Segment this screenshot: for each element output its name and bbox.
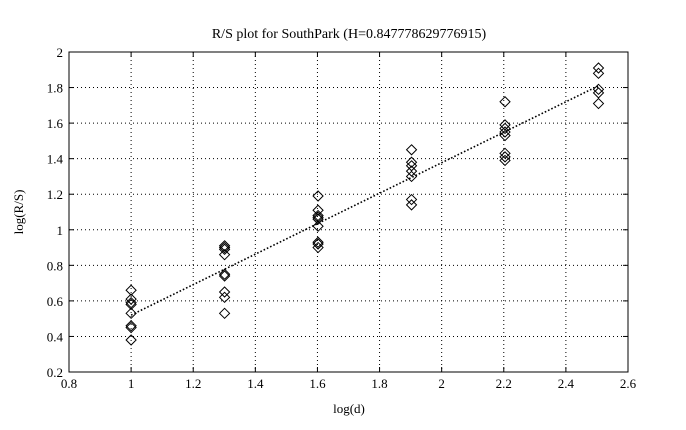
- y-tick-label: 0.4: [47, 329, 64, 344]
- data-point-diamond: [218, 270, 231, 282]
- y-tick-label: 1.6: [47, 116, 64, 131]
- data-point-diamond: [499, 147, 511, 160]
- data-point-diamond: [405, 170, 418, 183]
- data-point-diamond: [499, 151, 511, 163]
- data-point-diamond: [218, 248, 231, 261]
- y-tick-label: 0.6: [47, 294, 64, 309]
- data-point-diamond: [592, 97, 605, 110]
- data-point-diamond: [218, 243, 231, 256]
- x-tick-label: 1.2: [185, 376, 201, 391]
- x-tick-label: 1.8: [371, 376, 387, 391]
- data-point-diamond: [312, 204, 324, 216]
- data-point-diamond: [499, 129, 511, 142]
- data-point-diamond: [218, 241, 231, 254]
- x-tick-label: 0.8: [61, 376, 77, 391]
- data-point-diamond: [125, 298, 137, 311]
- x-tick-label: 2.6: [620, 376, 637, 391]
- data-point-diamond: [312, 236, 324, 248]
- data-point-diamond: [592, 83, 605, 96]
- data-point-diamond: [312, 220, 324, 232]
- x-tick-label: 1.4: [247, 376, 264, 391]
- data-point-diamond: [218, 286, 231, 298]
- y-tick-label: 1: [57, 223, 64, 238]
- data-point-diamond: [592, 67, 605, 80]
- x-tick-label: 2.4: [558, 376, 575, 391]
- x-tick-label: 2: [438, 376, 445, 391]
- data-points: [125, 62, 605, 346]
- data-point-diamond: [405, 156, 418, 168]
- data-point-diamond: [405, 144, 418, 156]
- data-point-diamond: [125, 293, 137, 305]
- data-point-diamond: [312, 241, 324, 254]
- fit-line: [130, 85, 599, 316]
- data-point-diamond: [312, 238, 324, 250]
- x-tick-label: 1.6: [309, 376, 326, 391]
- y-tick-label: 0.8: [47, 258, 63, 273]
- data-point-diamond: [125, 284, 137, 296]
- axis-ticks: 0.8 1 1.2 1.4 1.6 1.8 2 2.2 2.4 2.6 0.2 0.4 0.6 0.8 1 1…: [47, 45, 637, 391]
- y-tick-label: 1.4: [47, 152, 64, 167]
- data-point-diamond: [312, 211, 324, 224]
- data-point-diamond: [499, 126, 511, 138]
- data-point-diamond: [312, 190, 324, 202]
- x-tick-label: 1: [128, 376, 135, 391]
- plot-frame: [68, 51, 629, 373]
- data-point-diamond: [405, 199, 418, 211]
- fit-line-layer: [130, 85, 599, 316]
- y-tick-label: 1.8: [47, 81, 63, 96]
- data-point-diamond: [312, 213, 324, 225]
- y-tick-label: 0.2: [47, 365, 63, 380]
- data-point-diamond: [499, 96, 511, 108]
- data-point-diamond: [125, 334, 137, 346]
- x-axis-label: log(d): [333, 401, 365, 416]
- data-point-diamond: [499, 122, 511, 135]
- data-point-diamond: [218, 291, 231, 304]
- x-tick-label: 2.2: [496, 376, 512, 391]
- data-point-diamond: [499, 154, 511, 167]
- y-tick-label: 2: [57, 45, 64, 60]
- data-point-diamond: [592, 62, 605, 74]
- data-point-diamond: [218, 240, 231, 252]
- data-point-diamond: [218, 268, 231, 280]
- chart-title: R/S plot for SouthPark (H=0.847778629776…: [212, 27, 487, 42]
- y-tick-label: 1.2: [47, 187, 63, 202]
- data-point-diamond: [125, 321, 137, 334]
- data-point-diamond: [125, 307, 137, 320]
- data-point-diamond: [405, 193, 418, 206]
- data-point-diamond: [405, 165, 418, 177]
- grid-lines: [69, 52, 628, 372]
- data-point-diamond: [125, 320, 137, 332]
- data-point-diamond: [218, 307, 231, 320]
- y-axis-label: log(R/S): [11, 190, 26, 235]
